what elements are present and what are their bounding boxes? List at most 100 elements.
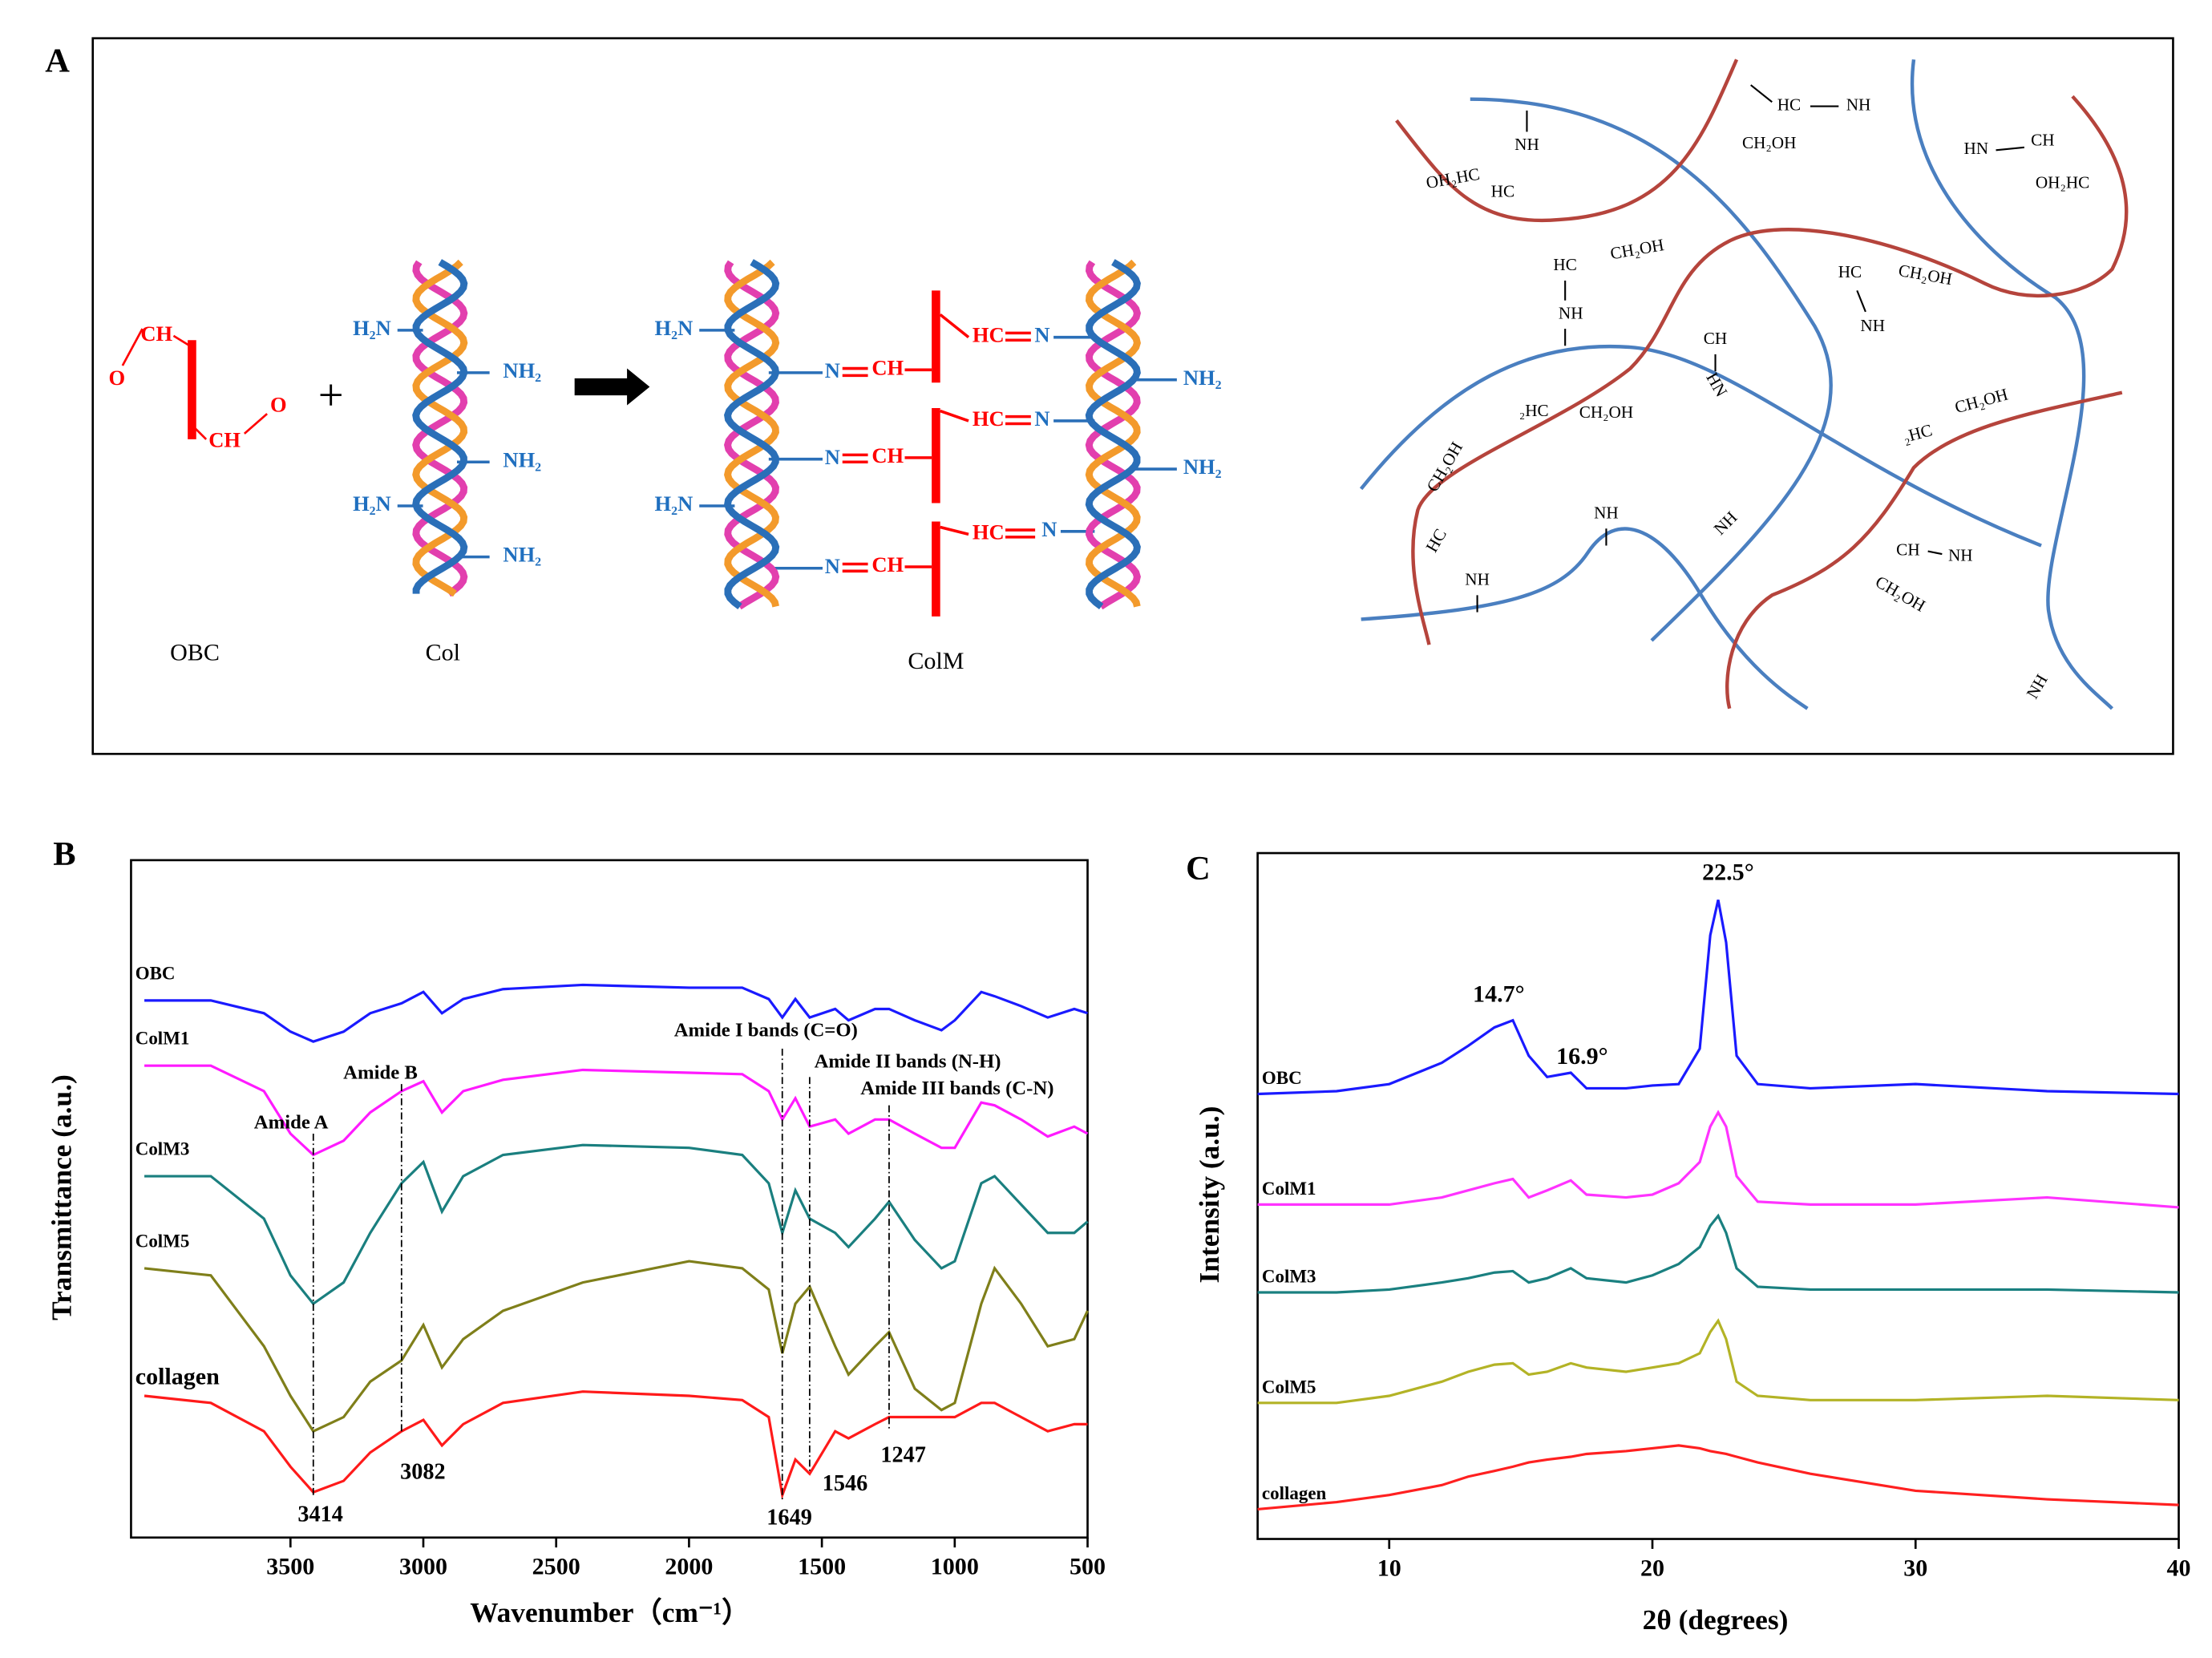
network-label: HC: [1838, 262, 1862, 281]
plot-frame: [130, 859, 1089, 1539]
col-label: NH₂: [503, 543, 541, 567]
x-tick-label: 2500: [532, 1554, 580, 1580]
series-label: collagen: [135, 1364, 220, 1390]
network-label: CH₂OH: [1609, 235, 1666, 263]
peak-label: 14.7°: [1473, 981, 1525, 1007]
series-line: [1257, 1110, 2179, 1209]
annotation: Amide III bands (C-N): [860, 1078, 1053, 1099]
y-axis-label: Transmittance (a.u.): [45, 1074, 77, 1320]
series-label: ColM5: [135, 1231, 190, 1251]
network-label: CH: [2031, 131, 2054, 150]
x-tick-label: 3500: [266, 1554, 314, 1580]
helix-strand: [1085, 259, 1141, 608]
x-tick-label: 500: [1070, 1554, 1106, 1580]
network-label: CH₂OH: [1872, 572, 1928, 616]
peak-label: 22.5°: [1702, 859, 1754, 885]
panel-label: A: [45, 42, 70, 79]
network-curves: [1359, 59, 2129, 710]
series-line: [144, 1064, 1089, 1157]
obc-molecule: [121, 328, 269, 440]
panel-label: C: [1186, 850, 1211, 888]
annotation: Amide II bands (N-H): [815, 1050, 1001, 1072]
colm-label: N: [1034, 406, 1049, 431]
network-label: HC: [1777, 95, 1801, 114]
network-label: HC: [1491, 181, 1514, 200]
series-label: ColM5: [1262, 1377, 1316, 1397]
peak-label: 1649: [766, 1505, 812, 1530]
helix-strand: [1085, 259, 1141, 610]
network-label: ₂HC: [1901, 420, 1935, 447]
helix-strand: [412, 259, 468, 597]
series-line: [144, 1143, 1089, 1306]
x-tick-label: 3000: [399, 1554, 447, 1580]
network-label: NH: [1594, 503, 1619, 522]
plot-frame: [1256, 851, 2180, 1540]
colm-label: N: [1041, 517, 1057, 541]
network-label: NH: [1465, 570, 1490, 589]
reaction-arrow: [574, 368, 650, 406]
x-tick-label: 1000: [931, 1554, 979, 1580]
peak-label: 1247: [880, 1442, 926, 1467]
network-label: NH: [1860, 316, 1885, 335]
panel-label: B: [53, 835, 75, 873]
network-bonds: [1476, 84, 2024, 613]
network-label: HN: [1702, 369, 1731, 400]
series-label: ColM3: [135, 1138, 190, 1159]
annotation: Amide I bands (C=O): [674, 1019, 858, 1041]
obc-label: CH: [208, 428, 241, 452]
network-label: NH: [1948, 546, 1973, 565]
colm-label: CH: [871, 355, 904, 379]
obc-label: CH: [140, 321, 172, 346]
plus-sign: +: [318, 370, 344, 420]
colm-label: N: [825, 358, 840, 382]
helix-strand: [724, 259, 780, 610]
col-label: H₂N: [353, 316, 391, 340]
series-line: [144, 1260, 1089, 1434]
colm-label: CH: [871, 552, 904, 576]
series-line: [144, 983, 1089, 1043]
peak-label: 3414: [297, 1502, 343, 1527]
x-axis-label: 2θ (degrees): [1643, 1603, 1789, 1636]
caption: OBC: [170, 639, 220, 665]
series-line: [1257, 900, 2179, 1096]
network-label: CH: [1896, 540, 1919, 559]
series-line: [1257, 1213, 2179, 1294]
colm-label: N: [825, 554, 840, 578]
network-label: CH₂OH: [1579, 402, 1633, 422]
series-line: [1257, 1444, 2179, 1510]
peak-label: 3082: [400, 1460, 446, 1485]
network-label: ₂HC: [1519, 401, 1549, 420]
caption: ColM: [908, 648, 964, 674]
x-tick-label: 40: [2166, 1555, 2190, 1581]
y-axis-label: Intensity (a.u.): [1193, 1106, 1225, 1284]
network-label: OH₂HC: [2036, 173, 2089, 192]
x-tick-label: 10: [1377, 1555, 1401, 1581]
panel-a-frame: [91, 37, 2174, 755]
helix-strand: [412, 259, 468, 594]
colm-label: N: [825, 445, 840, 469]
series-line: [144, 1390, 1088, 1500]
network-label: NH: [1710, 508, 1741, 539]
network-label: CH₂OH: [1953, 385, 2010, 418]
network-label: HN: [1963, 139, 1988, 158]
series-label: ColM1: [1262, 1179, 1316, 1199]
network-label: CH₂OH: [1423, 439, 1467, 495]
helix-strand: [412, 260, 468, 597]
colm-label: H₂N: [655, 491, 694, 516]
series-label: collagen: [1262, 1483, 1327, 1503]
series-label: ColM1: [135, 1029, 190, 1049]
colm-label: N: [1034, 323, 1049, 347]
x-tick-label: 30: [1903, 1555, 1927, 1581]
network-label: HC: [1553, 255, 1576, 274]
obc-label: O: [108, 366, 125, 390]
annotation: Amide A: [254, 1111, 329, 1133]
network-label: NH: [2023, 671, 2052, 702]
series-label: OBC: [1262, 1068, 1302, 1088]
series-line: [1257, 1318, 2179, 1405]
col-label: NH₂: [503, 447, 541, 471]
colm-label: NH₂: [1183, 366, 1222, 390]
colm-label: H₂N: [655, 316, 694, 340]
colm-label: CH: [871, 443, 904, 467]
colm-label: HC: [973, 406, 1005, 431]
